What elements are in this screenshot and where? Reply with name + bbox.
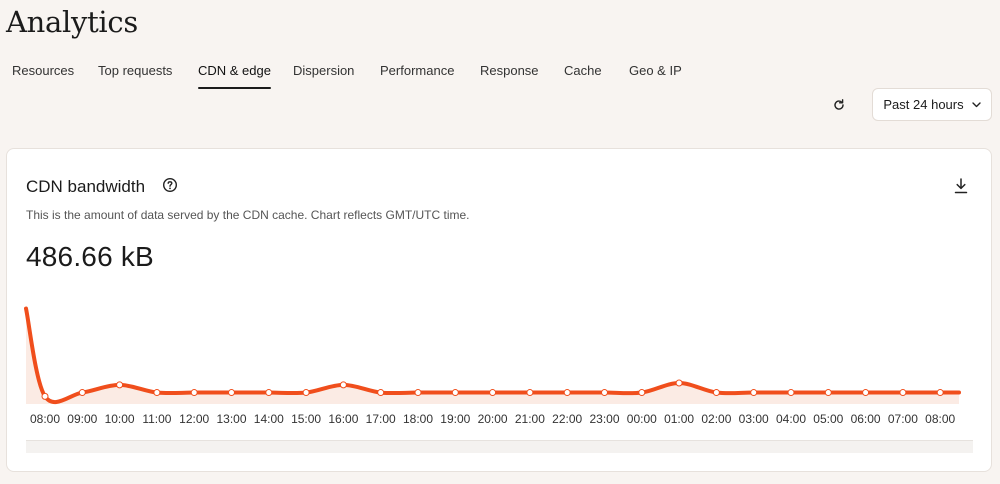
data-point[interactable] [78,389,86,397]
chart-points [41,379,944,400]
data-point[interactable] [675,379,683,387]
x-tick-label: 13:00 [216,412,246,426]
data-point[interactable] [116,381,124,389]
data-point[interactable] [41,392,49,400]
x-tick-label: 01:00 [664,412,694,426]
data-point[interactable] [265,389,273,397]
bandwidth-chart: 08:00 09:00 10:00 11:00 12:00 13:00 14:00 15:00… [24,306,961,426]
card-description: This is the amount of data served by the… [26,208,470,222]
tab-response[interactable]: Response [480,63,539,89]
x-tick-label: 21:00 [515,412,545,426]
x-tick-label: 16:00 [328,412,358,426]
x-tick-label: 07:00 [888,412,918,426]
x-tick-label: 08:00 [925,412,955,426]
data-point[interactable] [638,389,646,397]
tab-cdn-edge[interactable]: CDN & edge [198,63,271,89]
chart-line [24,306,961,404]
tab-label: Top requests [98,63,173,78]
chevron-down-icon [971,101,981,107]
total-bandwidth-value: 486.66 kB [26,241,154,272]
x-tick-label: 10:00 [105,412,135,426]
data-point[interactable] [712,389,720,397]
data-point[interactable] [451,389,459,397]
download-icon[interactable] [953,177,969,195]
tab-label: Geo & IP [629,63,682,78]
x-tick-label: 05:00 [813,412,843,426]
x-tick-label: 11:00 [142,412,171,426]
data-point[interactable] [302,389,310,397]
refresh-button[interactable] [829,95,849,115]
x-tick-label: 12:00 [179,412,209,426]
data-point[interactable] [339,381,347,389]
data-point[interactable] [750,389,758,397]
data-point[interactable] [936,389,944,397]
tab-top-requests[interactable]: Top requests [98,63,172,89]
x-tick-label: 02:00 [701,412,731,426]
data-point[interactable] [153,389,161,397]
x-tick-label: 00:00 [627,412,657,426]
x-tick-label: 04:00 [776,412,806,426]
data-point[interactable] [899,389,907,397]
cdn-bandwidth-card: 08:00 09:00 10:00 11:00 12:00 13:00 14:00 15:00… [6,148,992,472]
x-axis-ticks: 08:00 09:00 10:00 11:00 12:00 13:00 14:00 15:00… [30,412,956,426]
data-point[interactable] [526,389,534,397]
time-range-label: Past 24 hours [883,97,964,112]
x-tick-label: 23:00 [589,412,619,426]
data-point[interactable] [563,389,571,397]
data-point[interactable] [787,389,795,397]
tab-performance[interactable]: Performance [380,63,454,89]
data-point[interactable] [414,389,422,397]
data-point[interactable] [377,389,385,397]
x-tick-label: 15:00 [291,412,321,426]
help-circle-icon[interactable] [162,177,178,193]
active-tab-indicator [198,87,271,89]
time-range-select[interactable]: Past 24 hours [872,88,992,121]
data-point[interactable] [601,389,608,397]
x-tick-label: 20:00 [478,412,508,426]
chart-scrollbar[interactable] [26,440,973,453]
tab-label: CDN & edge [198,63,271,78]
x-tick-label: 06:00 [851,412,881,426]
page-title: Analytics [6,5,138,39]
tab-label: Cache [564,63,602,78]
tab-label: Resources [12,63,75,78]
data-point[interactable] [862,389,870,397]
tab-label: Dispersion [293,63,355,78]
data-point[interactable] [190,389,198,397]
refresh-icon [834,99,844,110]
x-tick-label: 14:00 [254,412,284,426]
tab-cache[interactable]: Cache [564,63,602,89]
x-tick-label: 19:00 [440,412,470,426]
x-tick-label: 22:00 [552,412,582,426]
x-tick-label: 08:00 [30,412,60,426]
tab-label: Response [480,63,539,78]
data-point[interactable] [228,389,235,397]
x-tick-label: 17:00 [366,412,396,426]
x-tick-label: 03:00 [739,412,769,426]
x-tick-label: 09:00 [67,412,97,426]
tab-geo-ip[interactable]: Geo & IP [629,63,682,89]
data-point[interactable] [824,389,832,397]
x-tick-label: 18:00 [403,412,433,426]
tab-label: Performance [380,63,455,78]
data-point[interactable] [489,389,497,397]
tab-dispersion[interactable]: Dispersion [293,63,354,89]
tab-resources[interactable]: Resources [12,63,74,89]
card-title: CDN bandwidth [26,177,146,196]
